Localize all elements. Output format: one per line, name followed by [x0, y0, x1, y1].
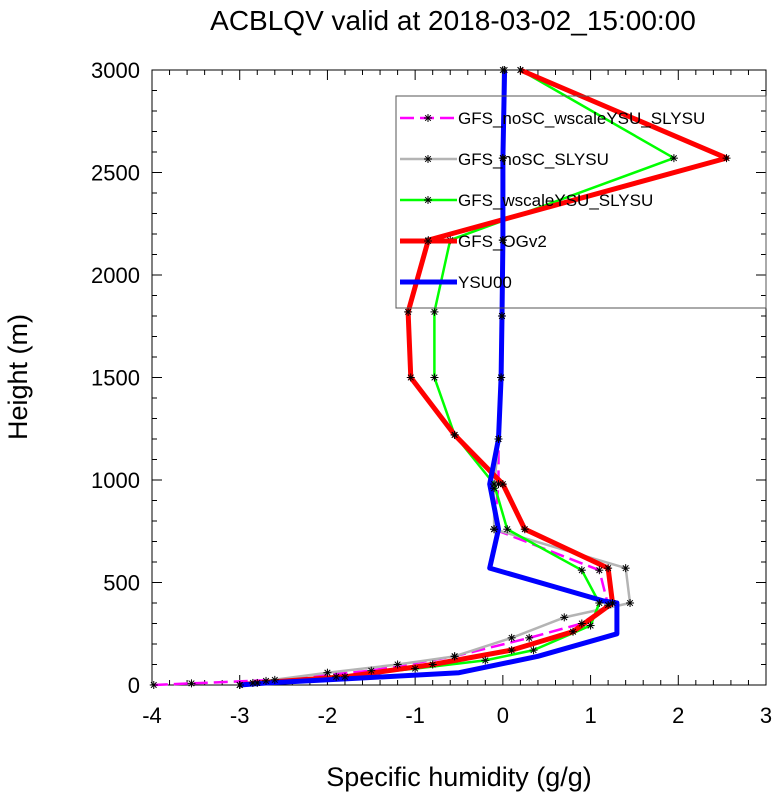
data-point-marker — [187, 679, 196, 688]
legend-item: GFS_noSC_wscaleYSU_SLYSU — [400, 109, 705, 128]
data-point-marker — [577, 566, 586, 575]
y-tick-label: 2500 — [91, 161, 140, 186]
data-point-marker — [516, 66, 525, 74]
legend-item: GFS_OGv2 — [400, 232, 547, 251]
y-tick-label: 500 — [103, 571, 140, 596]
data-point-marker — [332, 672, 341, 681]
data-point-marker — [507, 646, 516, 655]
y-tick-label: 0 — [128, 673, 140, 698]
data-point-marker — [595, 599, 604, 607]
data-point-marker — [507, 633, 516, 642]
data-point-marker — [149, 681, 158, 689]
data-point-marker — [430, 373, 439, 382]
y-tick-label: 1000 — [91, 468, 140, 493]
data-point-marker — [411, 664, 420, 673]
data-point-marker — [393, 660, 402, 669]
legend-item: GFS_noSC_SLYSU — [400, 150, 609, 169]
legend-label: GFS_wscaleYSU_SLYSU — [458, 191, 653, 210]
data-point-marker — [424, 114, 432, 122]
legend-item: YSU00 — [400, 273, 512, 292]
series-line-GFS_OGv2 — [239, 67, 729, 688]
data-point-marker — [498, 154, 507, 163]
data-point-marker — [428, 660, 437, 669]
legend-label: GFS_noSC_wscaleYSU_SLYSU — [458, 109, 705, 128]
data-point-marker — [404, 307, 413, 316]
data-point-marker — [586, 621, 595, 630]
data-point-marker — [608, 599, 617, 607]
data-point-marker — [490, 525, 499, 534]
data-point-marker — [621, 564, 630, 573]
data-point-marker — [497, 373, 506, 382]
data-point-marker — [367, 666, 376, 675]
data-point-marker — [424, 237, 432, 245]
data-point-marker — [498, 66, 507, 74]
data-point-marker — [494, 435, 503, 443]
series-line-YSU00 — [239, 69, 620, 688]
legend-item: GFS_wscaleYSU_SLYSU — [400, 191, 653, 210]
legend-label: GFS_OGv2 — [458, 232, 547, 251]
data-point-marker — [424, 196, 432, 204]
x-tick-label: -2 — [318, 703, 338, 728]
data-point-marker — [450, 652, 459, 661]
x-tick-label: 1 — [584, 703, 596, 728]
x-tick-label: -4 — [142, 703, 162, 728]
data-point-marker — [722, 154, 731, 163]
data-point-marker — [604, 564, 613, 573]
series-layer — [149, 66, 731, 689]
y-tick-label: 1500 — [91, 366, 140, 391]
data-point-marker — [406, 373, 415, 382]
legend-label: YSU00 — [458, 273, 512, 292]
data-point-marker — [450, 430, 459, 439]
x-tick-label: -1 — [405, 703, 425, 728]
data-point-marker — [560, 613, 569, 622]
data-point-marker — [669, 154, 678, 163]
data-point-marker — [498, 480, 507, 489]
data-point-marker — [577, 619, 586, 628]
data-point-marker — [497, 312, 506, 320]
x-tick-label: -3 — [230, 703, 250, 728]
data-point-marker — [490, 480, 499, 489]
data-point-marker — [340, 672, 349, 681]
data-point-marker — [430, 307, 439, 316]
data-point-marker — [481, 656, 490, 665]
y-tick-label: 2000 — [91, 263, 140, 288]
chart-title: ACBLQV valid at 2018-03-02_15:00:00 — [210, 5, 696, 36]
data-point-marker — [235, 681, 244, 689]
x-tick-label: 2 — [672, 703, 684, 728]
legend-box — [395, 95, 767, 309]
data-point-marker — [520, 525, 529, 534]
data-point-marker — [626, 599, 635, 607]
data-point-marker — [270, 675, 279, 684]
axis-ticks: -4 -3 -2 -1 0 1 2 3 0 500 1000 1500 2000 2500 3000 — [91, 58, 772, 728]
data-point-marker — [525, 633, 534, 642]
data-point-marker — [569, 627, 578, 636]
data-point-marker — [253, 678, 262, 687]
data-point-marker — [498, 236, 507, 245]
data-point-marker — [424, 155, 432, 163]
data-point-marker — [529, 646, 538, 655]
data-point-marker — [262, 676, 271, 685]
legend-label: GFS_noSC_SLYSU — [458, 150, 609, 169]
x-tick-label: 3 — [760, 703, 772, 728]
data-point-marker — [323, 668, 332, 677]
x-tick-label: 0 — [497, 703, 509, 728]
x-axis-label: Specific humidity (g/g) — [326, 762, 592, 792]
y-tick-label: 3000 — [91, 58, 140, 83]
data-point-marker — [595, 566, 604, 575]
y-axis-label: Height (m) — [3, 314, 33, 440]
legend: GFS_noSC_wscaleYSU_SLYSU GFS_noSC_SLYSU GF… — [395, 95, 767, 309]
data-point-marker — [503, 525, 512, 534]
